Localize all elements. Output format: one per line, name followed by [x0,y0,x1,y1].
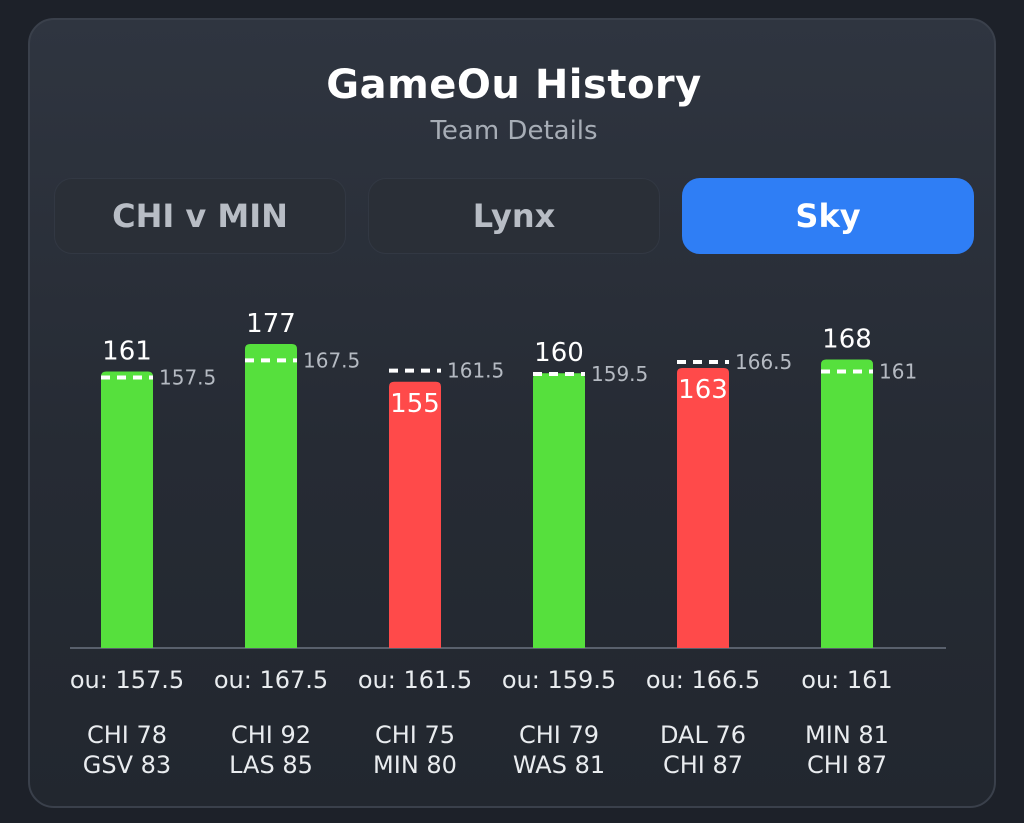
game-score-label: CHI 79 WAS 81 [489,720,629,780]
game-score-label: CHI 78 GSV 83 [57,720,197,780]
game-score-label: CHI 75 MIN 80 [345,720,485,780]
bar [245,344,297,648]
ou-footer-label: ou: 159.5 [501,666,617,694]
bar-value-label: 163 [678,375,728,405]
team-tabs: CHI v MIN Lynx Sky [54,178,974,254]
team-a-score: CHI 75 [374,721,456,749]
team-a-score: CHI 78 [86,721,168,749]
bar [821,359,873,648]
team-a-score: CHI 79 [518,721,600,749]
ou-line-label: 159.5 [591,362,648,386]
ou-footer-label: ou: 166.5 [645,666,761,694]
ou-footer-label: ou: 167.5 [213,666,329,694]
page-subtitle: Team Details [430,116,598,146]
bar-value-label: 155 [390,389,440,419]
team-b-score: CHI 87 [806,751,888,779]
team-b-score: GSV 83 [82,751,172,779]
ou-line-label: 157.5 [159,365,216,389]
page-title: GameOu History [326,62,702,108]
bar-value-label: 161 [102,336,152,366]
team-b-score: MIN 80 [373,751,457,779]
bar-value-label: 168 [822,324,872,354]
team-b-score: LAS 85 [229,751,313,779]
ou-line-label: 161.5 [447,359,504,383]
bar [101,371,153,648]
bar [677,368,729,648]
bar-value-label: 160 [534,338,584,368]
team-b-score: CHI 87 [662,751,744,779]
team-b-score: WAS 81 [512,751,606,779]
team-a-score: MIN 81 [805,721,889,749]
game-score-label: CHI 92 LAS 85 [201,720,341,780]
game-ou-history-card: GameOu History Team Details CHI v MIN Ly… [28,18,996,808]
ou-line-label: 166.5 [735,350,792,374]
tab-chi-v-min[interactable]: CHI v MIN [54,178,346,254]
team-a-score: CHI 92 [230,721,312,749]
ou-line-label: 167.5 [303,348,360,372]
bar [389,381,441,648]
bar-value-label: 177 [246,309,296,339]
bar [533,373,585,648]
game-score-label: MIN 81 CHI 87 [777,720,917,780]
ou-bar-chart: 157.5 161 167.5 177 161.5 155 159.5 160 166.5 163… [70,309,946,649]
ou-footer-label: ou: 157.5 [69,666,185,694]
tab-lynx[interactable]: Lynx [368,178,660,254]
ou-footer-label: ou: 161.5 [357,666,473,694]
game-score-label: DAL 76 CHI 87 [633,720,773,780]
ou-footer-label: ou: 161 [801,666,893,694]
team-a-score: DAL 76 [659,721,746,749]
tab-sky[interactable]: Sky [682,178,974,254]
ou-line-label: 161 [879,359,917,383]
